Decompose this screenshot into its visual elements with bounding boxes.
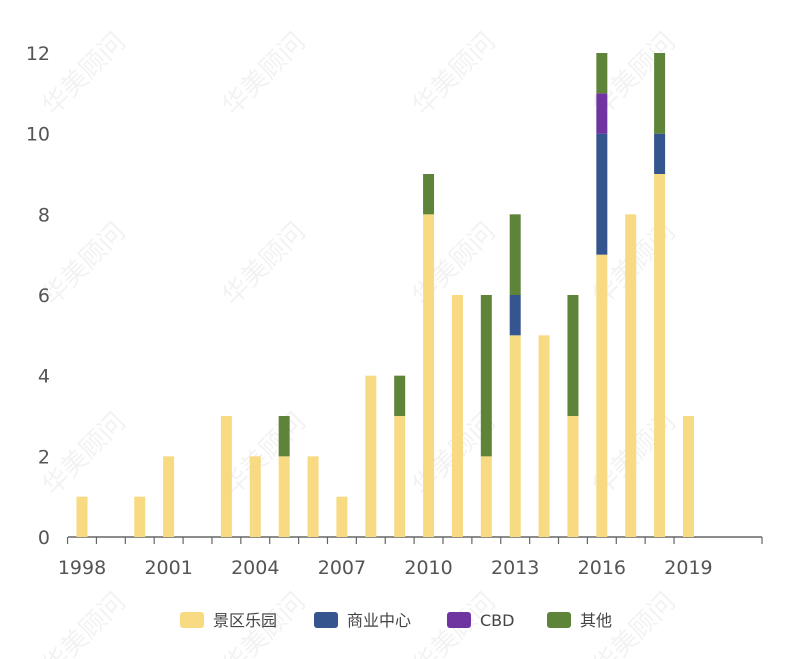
bar-segment xyxy=(394,416,406,537)
bar-segment xyxy=(163,456,175,537)
legend-swatch xyxy=(547,612,571,628)
bar-segment xyxy=(423,174,435,215)
bar-segment xyxy=(596,93,608,134)
bar-segment xyxy=(76,496,88,537)
watermark-text: 华美顾问 xyxy=(217,27,312,122)
y-tick-label: 6 xyxy=(38,285,50,307)
bar-segment xyxy=(278,456,290,537)
bar-segment xyxy=(249,456,261,537)
bar-segment xyxy=(451,295,463,537)
legend-label: CBD xyxy=(480,611,514,630)
bar-segment xyxy=(134,496,146,537)
bar-segment xyxy=(596,133,608,255)
legend-label: 商业中心 xyxy=(347,611,411,630)
legend-item[interactable]: CBD xyxy=(447,611,514,630)
bar-segment xyxy=(394,375,406,416)
x-axis: 1998 2001 2004 2007 2010 2013 2016 2019 xyxy=(58,536,763,579)
watermark-text: 华美顾问 xyxy=(407,27,502,122)
watermark-text: 华美顾问 xyxy=(37,217,132,312)
bar-segment xyxy=(509,214,521,295)
legend-label: 其他 xyxy=(580,611,612,630)
bar-segment xyxy=(567,416,579,537)
y-tick-label: 10 xyxy=(26,124,50,146)
legend-swatch xyxy=(314,612,338,628)
bar-segment xyxy=(220,416,232,537)
watermark-text: 华美顾问 xyxy=(217,217,312,312)
bar-segment xyxy=(596,254,608,537)
bar-segment xyxy=(509,295,521,336)
x-tick-label: 2001 xyxy=(144,557,192,579)
legend-item[interactable]: 景区乐园 xyxy=(180,611,277,630)
legend: 景区乐园 商业中心 CBD 其他 xyxy=(180,611,612,630)
bar-segment xyxy=(567,295,579,416)
x-tick-label: 2013 xyxy=(491,557,539,579)
bar-segment xyxy=(682,416,694,537)
bar-segment xyxy=(307,456,319,537)
legend-item[interactable]: 其他 xyxy=(547,611,612,630)
legend-swatch xyxy=(447,612,471,628)
x-tick-label: 2010 xyxy=(404,557,452,579)
x-tick-label: 2004 xyxy=(231,557,279,579)
bar-segment xyxy=(654,174,666,537)
x-tick-label: 2019 xyxy=(664,557,712,579)
bar-segment xyxy=(538,335,550,537)
bar-segment xyxy=(365,375,377,537)
bar-segment xyxy=(423,214,435,538)
watermark-text: 华美顾问 xyxy=(37,27,132,122)
bar-segment xyxy=(596,53,608,94)
bar-segment xyxy=(625,214,637,538)
x-tick-label: 1998 xyxy=(58,557,106,579)
bar-segment xyxy=(278,416,290,457)
y-tick-label: 8 xyxy=(38,204,50,226)
y-tick-label: 2 xyxy=(38,446,50,468)
bar-segment xyxy=(480,295,492,457)
legend-item[interactable]: 商业中心 xyxy=(314,611,411,630)
y-axis: 0 2 4 6 8 10 12 xyxy=(26,43,50,549)
bar-segment xyxy=(509,335,521,537)
bars xyxy=(76,53,694,538)
x-tick-label: 2007 xyxy=(318,557,366,579)
bar-segment xyxy=(654,133,666,174)
bar-segment xyxy=(654,53,666,134)
bar-segment xyxy=(336,496,348,537)
y-tick-label: 12 xyxy=(26,43,50,65)
legend-swatch xyxy=(180,612,204,628)
watermark-text: 华美顾问 xyxy=(37,587,132,659)
bar-segment xyxy=(480,456,492,537)
x-tick-label: 2016 xyxy=(578,557,626,579)
y-tick-label: 4 xyxy=(38,366,50,388)
legend-label: 景区乐园 xyxy=(213,611,277,630)
y-tick-label: 0 xyxy=(38,527,50,549)
watermark-text: 华美顾问 xyxy=(37,407,132,502)
